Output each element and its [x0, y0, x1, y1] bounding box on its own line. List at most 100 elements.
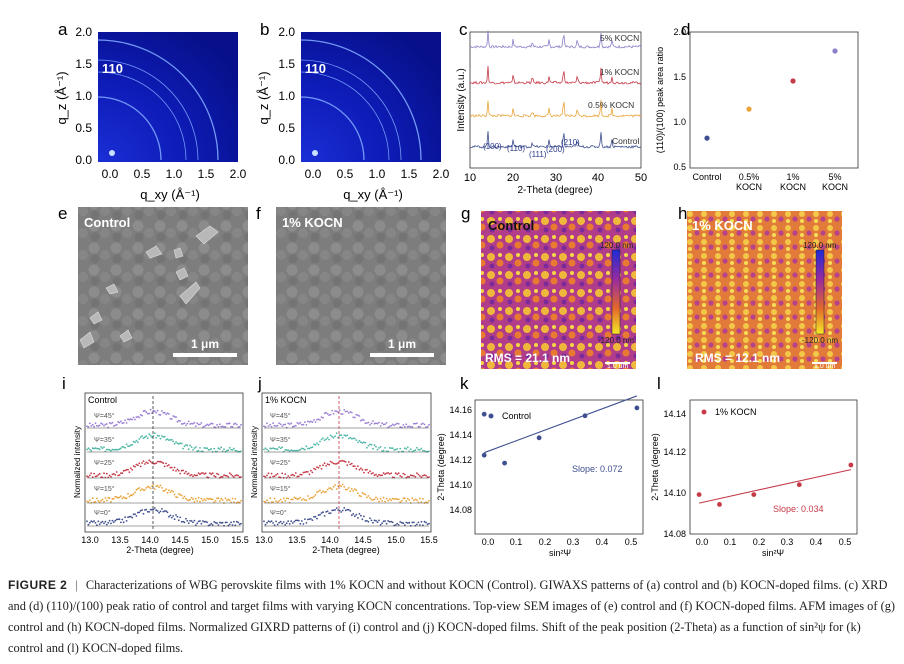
gixrd-point — [396, 448, 399, 450]
gixrd-point — [334, 463, 336, 465]
gixrd-point — [127, 516, 129, 519]
gixrd-point — [240, 522, 242, 525]
gixrd-point — [110, 501, 112, 503]
gixrd-point — [105, 423, 108, 425]
gixrd-point — [305, 470, 308, 473]
gixrd-point — [190, 446, 193, 448]
gixrd-point — [134, 513, 136, 516]
svg-text:0.3: 0.3 — [567, 537, 580, 547]
gixrd-point — [115, 471, 118, 473]
xrd-trace — [469, 99, 642, 118]
panel-letter: g — [461, 204, 470, 223]
gixrd-point — [238, 523, 241, 526]
gixrd-point — [158, 460, 161, 463]
gixrd-point — [227, 476, 230, 478]
gixrd-point — [134, 465, 136, 468]
gixrd-point — [197, 520, 200, 523]
gixrd-point — [329, 487, 332, 490]
gixrd-point — [281, 501, 284, 503]
svg-text:0.4: 0.4 — [810, 537, 823, 547]
gixrd-point — [94, 522, 97, 524]
gixrd-point — [320, 491, 323, 494]
gixrd-point — [399, 426, 402, 429]
gixrd-point — [399, 521, 402, 523]
gixrd-point — [340, 511, 343, 513]
gixrd-point — [291, 449, 294, 452]
gixrd-point — [190, 473, 193, 476]
gixrd-point — [372, 499, 374, 501]
gixrd-point — [335, 507, 338, 509]
gixrd-point — [127, 468, 129, 471]
gixrd-point — [144, 436, 146, 439]
gixrd-point — [369, 470, 371, 473]
gixrd-point — [117, 518, 119, 521]
panel-letter: b — [260, 20, 269, 39]
gixrd-point — [294, 519, 297, 522]
gixrd-point — [340, 413, 343, 415]
gixrd-point — [316, 491, 318, 494]
y-ticks: 14.14 14.12 14.10 14.08 — [663, 409, 686, 539]
gixrd-point — [308, 447, 311, 450]
gixrd-point — [183, 422, 186, 424]
gixrd-point — [304, 499, 306, 501]
gixrd-point — [350, 411, 353, 414]
gixrd-point — [114, 473, 117, 476]
category-line: 5% — [828, 172, 841, 182]
gixrd-point — [170, 418, 173, 420]
category-label: 1% KOCN — [780, 172, 806, 192]
svg-text:(111): (111) — [529, 150, 547, 159]
gixrd-point — [267, 425, 270, 427]
gixrd-point — [405, 500, 408, 502]
gixrd-point — [406, 522, 409, 524]
gixrd-point — [375, 496, 377, 499]
gixrd-point — [148, 459, 151, 462]
svg-text:15.5: 15.5 — [231, 535, 249, 545]
scale-label: 1 μm — [388, 337, 416, 351]
gixrd-point — [94, 422, 97, 424]
gixrd-point — [428, 476, 430, 478]
gixrd-point — [213, 475, 216, 477]
y-axis-label: Intensity (a.u.) — [456, 68, 467, 131]
gixrd-point — [146, 412, 149, 415]
gixrd-point — [132, 416, 135, 419]
gixrd-point — [233, 447, 235, 450]
gixrd-point — [214, 499, 217, 502]
gixrd-point — [139, 509, 142, 512]
gixrd-point — [216, 522, 218, 525]
gixrd-point — [112, 449, 115, 451]
svg-text:15.5: 15.5 — [420, 535, 438, 545]
gixrd-point — [323, 515, 326, 517]
gixrd-point — [366, 519, 368, 522]
gixrd-point — [384, 447, 386, 449]
gixrd-point — [273, 447, 276, 450]
gixrd-point — [366, 468, 368, 471]
gixrd-point — [363, 419, 365, 421]
gixrd-point — [272, 501, 274, 503]
gixrd-point — [172, 490, 175, 493]
gixrd-point — [142, 437, 145, 440]
gixrd-point — [86, 500, 88, 503]
gixrd-point — [364, 469, 367, 471]
gixrd-point — [132, 493, 135, 495]
gixrd-point — [399, 501, 402, 503]
gixrd-point — [316, 517, 318, 520]
gixrd-point — [364, 520, 367, 522]
gixrd-point — [101, 498, 104, 501]
gixrd-point — [216, 472, 218, 475]
gixrd-point — [320, 467, 323, 470]
gixrd-point — [270, 447, 273, 450]
gixrd-point — [287, 520, 290, 522]
gixrd-point — [200, 522, 203, 525]
gixrd-point — [145, 435, 148, 437]
gixrd-point — [138, 462, 141, 465]
gixrd-point — [323, 412, 326, 415]
gixrd-point — [204, 472, 207, 475]
gixrd-point — [231, 497, 234, 500]
gixrd-point — [272, 422, 274, 425]
gixrd-point — [419, 524, 421, 526]
gixrd-point — [139, 489, 142, 492]
gixrd-point — [145, 508, 148, 511]
y-axis-label: 2-Theta (degree) — [436, 433, 446, 501]
gixrd-point — [335, 432, 338, 434]
gixrd-point — [204, 447, 207, 449]
